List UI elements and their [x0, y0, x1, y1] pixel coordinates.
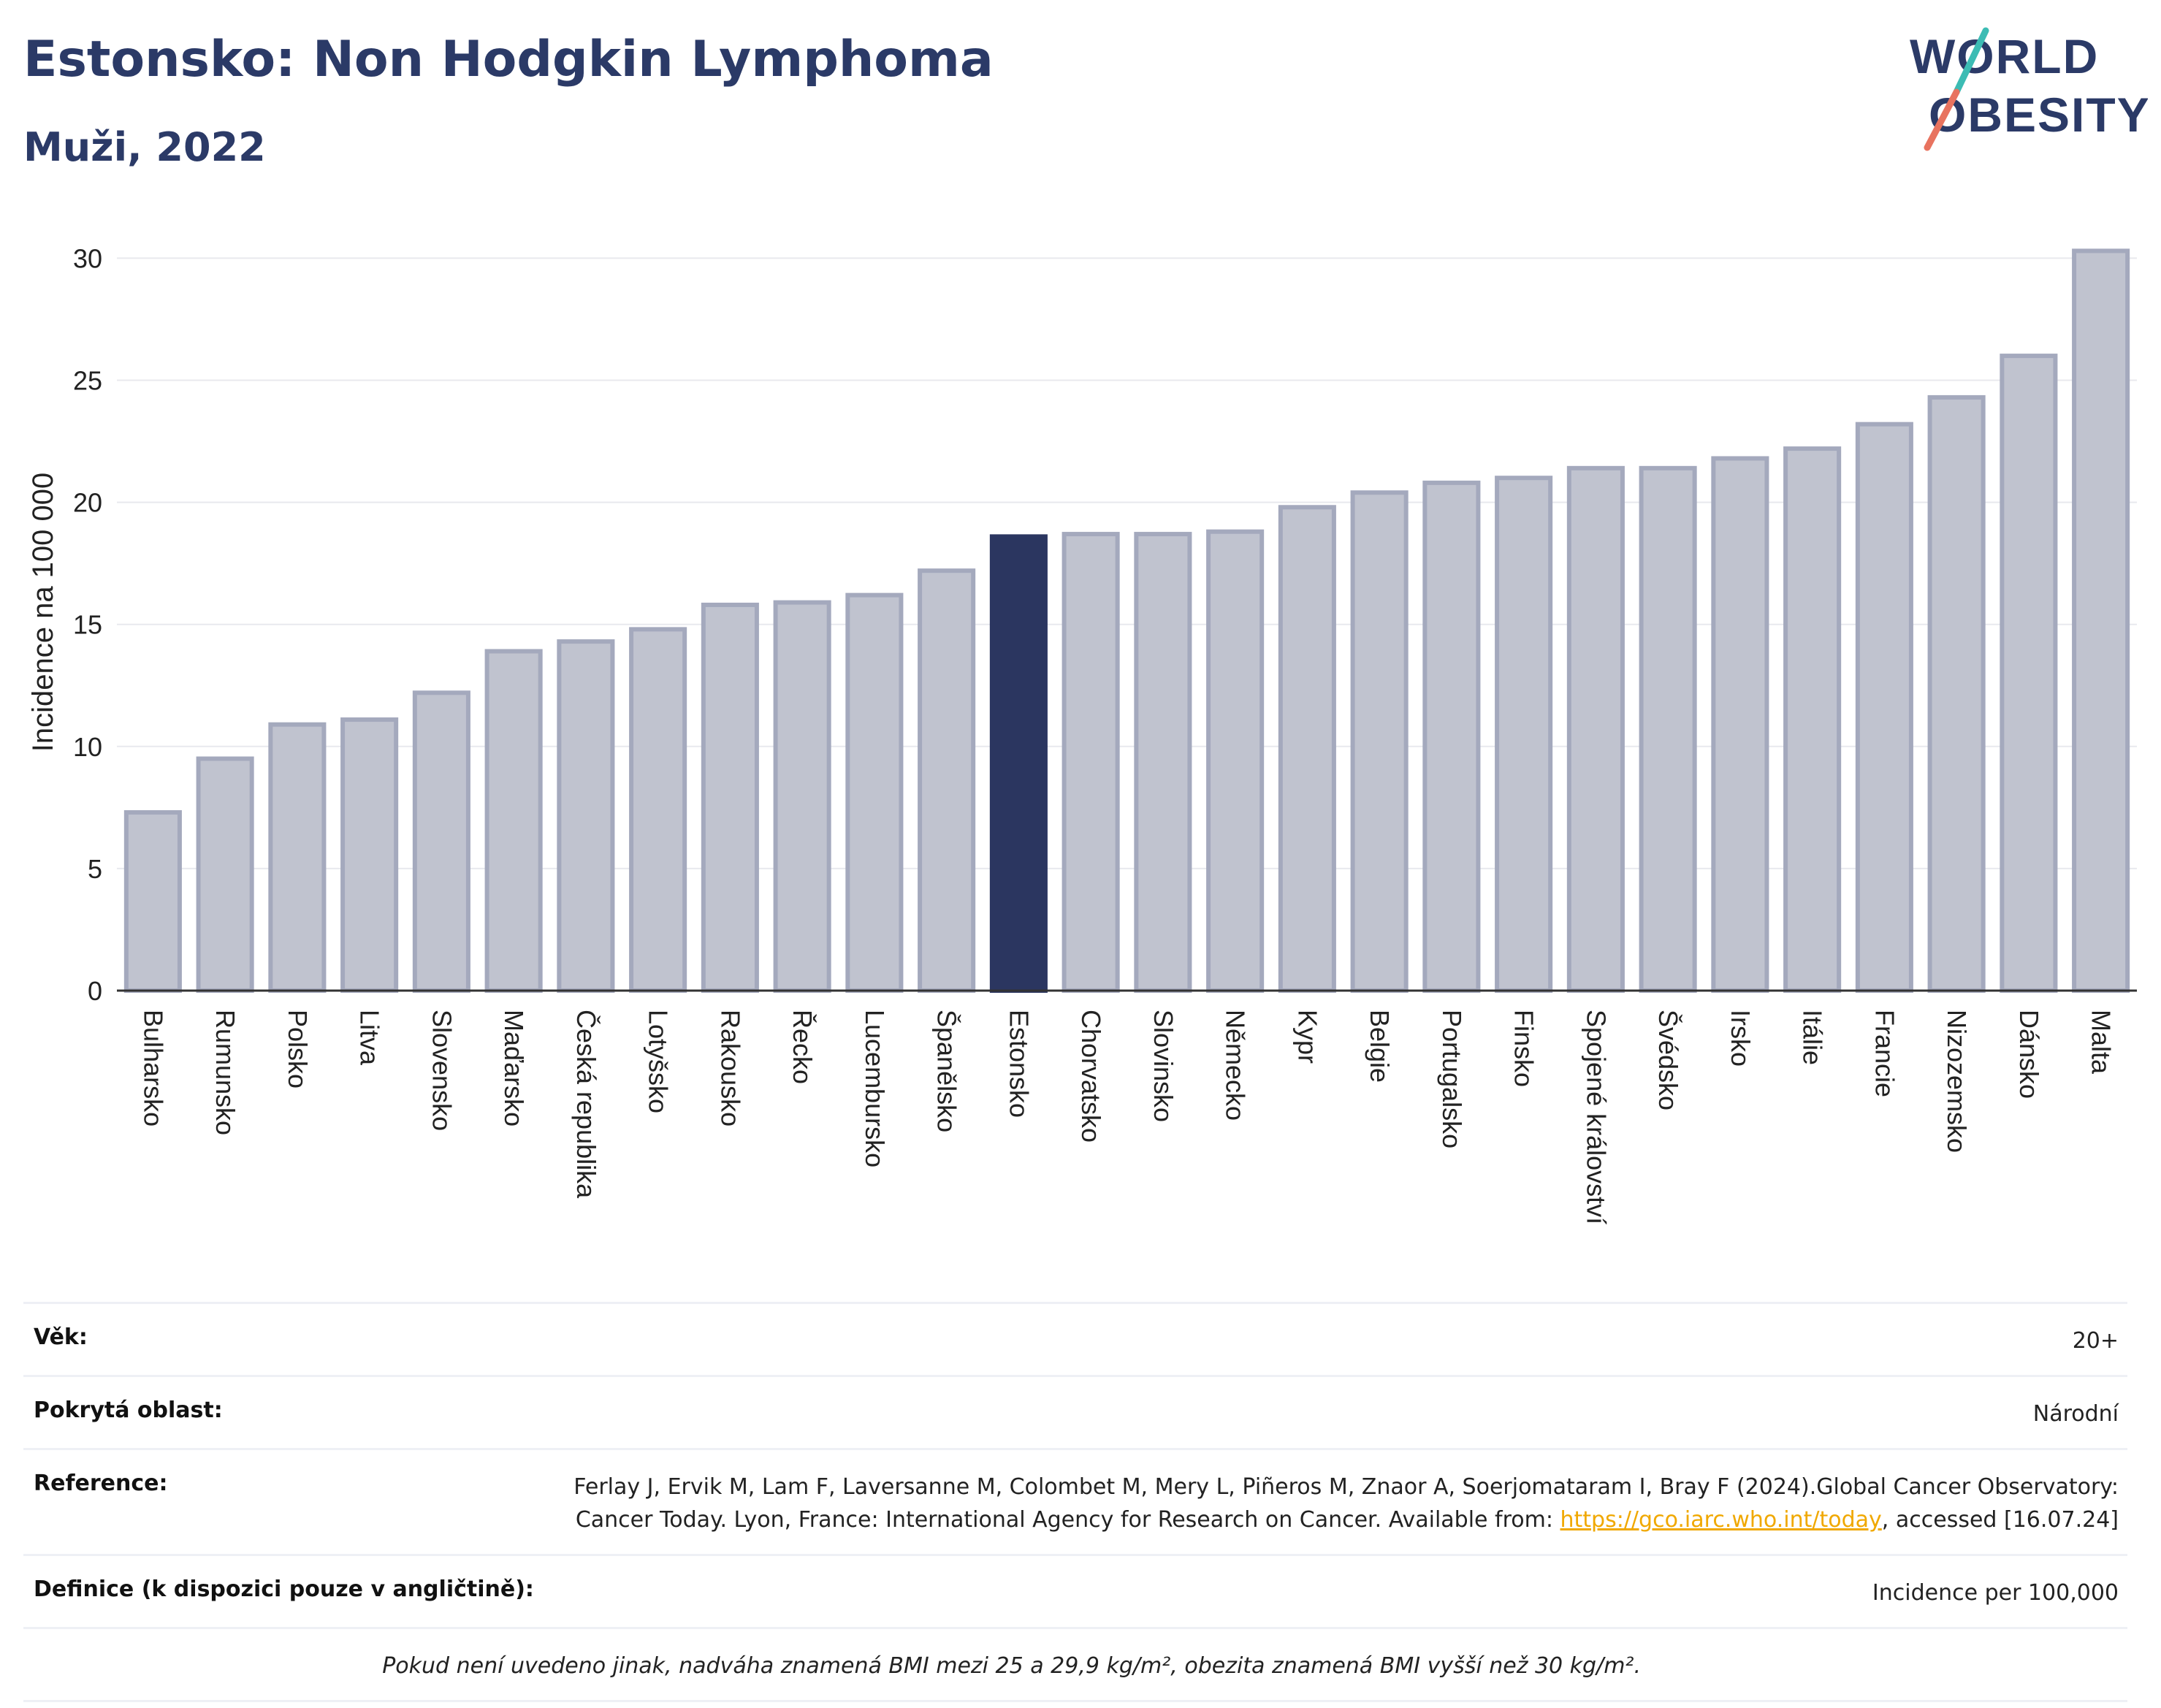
y-tick-label: 10 [73, 732, 102, 762]
bar [1783, 446, 1842, 993]
bar [557, 639, 615, 993]
bar [701, 602, 759, 993]
bar [1711, 456, 1769, 993]
x-tick-label: Belgie [1365, 1010, 1395, 1083]
bar [2072, 248, 2130, 993]
area-value: Národní [2032, 1401, 2119, 1427]
bar [484, 649, 543, 993]
reference-value: Ferlay J, Ervik M, Lam F, Laversanne M, … [511, 1471, 2119, 1536]
x-tick-label: Německo [1221, 1010, 1251, 1121]
x-tick-label: Chorvatsko [1076, 1010, 1106, 1143]
x-tick-label: Bulharsko [138, 1010, 168, 1126]
bar [340, 717, 399, 993]
x-tick-label: Lucembursko [860, 1010, 890, 1167]
x-tick-label: Spojené království [1581, 1010, 1611, 1224]
bar [412, 690, 470, 993]
x-tick-label: Kypr [1292, 1010, 1322, 1064]
bar [918, 568, 976, 994]
bar [1206, 529, 1265, 993]
x-tick-label: Nizozemsko [1942, 1010, 1972, 1153]
bar [1278, 505, 1336, 994]
reference-text: Ferlay J, Ervik M, Lam F, Laversanne M, … [573, 1474, 2119, 1533]
bar [196, 756, 254, 993]
bar [1350, 490, 1409, 993]
x-axis-labels: Bulharsko Rumunsko Polsko Litva Slovensko Maď… [138, 1010, 2116, 1224]
reference-accessed: , accessed [16.07.24] [1881, 1507, 2119, 1533]
y-tick-label: 15 [73, 610, 102, 640]
x-tick-label: Španělsko [932, 1010, 962, 1132]
bmi-note: Pokud není uvedeno jinak, nadváha znamen… [382, 1653, 1641, 1679]
x-tick-label: Dánsko [2014, 1010, 2044, 1099]
x-tick-label: Rakousko [715, 1010, 745, 1126]
definition-value: Incidence per 100,000 [1872, 1580, 2119, 1606]
y-axis-ticks: 0 5 10 15 20 25 30 [73, 243, 102, 1006]
bar [629, 627, 687, 993]
bar [1134, 532, 1192, 994]
bar [1422, 480, 1481, 993]
reference-label: Reference: [34, 1471, 168, 1496]
x-tick-label: Francie [1870, 1010, 1899, 1097]
x-tick-label: Irsko [1726, 1010, 1756, 1067]
x-tick-label: Maďarsko [499, 1010, 529, 1126]
x-tick-label: Řecko [788, 1010, 817, 1084]
reference-link[interactable]: https://gco.iarc.who.int/today [1560, 1507, 1882, 1533]
bar [1062, 532, 1120, 994]
area-label: Pokrytá oblast: [34, 1398, 223, 1423]
svg-text:OBESITY: OBESITY [1929, 88, 2148, 142]
x-tick-label: Estonsko [1004, 1010, 1034, 1118]
x-tick-label: Lotyšsko [644, 1010, 674, 1113]
age-value: 20+ [2072, 1328, 2119, 1354]
bar [845, 592, 904, 993]
info-row-age: Věk: 20+ [23, 1302, 2127, 1375]
info-row-area: Pokrytá oblast: Národní [23, 1375, 2127, 1448]
bar [1566, 465, 1625, 993]
page-subtitle: Muži, 2022 [23, 124, 266, 170]
x-tick-label: Švédsko [1653, 1010, 1683, 1110]
info-table: Věk: 20+ Pokrytá oblast: Národní Referen… [23, 1302, 2127, 1702]
y-tick-label: 0 [88, 976, 102, 1006]
info-row-definition: Definice (k dispozici pouze v angličtině… [23, 1554, 2127, 1627]
bars [123, 248, 2130, 994]
bar [268, 722, 327, 993]
x-tick-label: Litva [355, 1010, 385, 1066]
info-row-reference: Reference: Ferlay J, Ervik M, Lam F, Lav… [23, 1448, 2127, 1554]
bar [2000, 354, 2058, 993]
world-obesity-logo: WORLD OBESITY [1910, 27, 2148, 151]
y-tick-label: 30 [73, 243, 102, 273]
bar [1927, 394, 1986, 993]
x-tick-label: Portugalsko [1437, 1010, 1467, 1148]
svg-text:WORLD: WORLD [1910, 29, 2099, 83]
x-tick-label: Finsko [1509, 1010, 1539, 1087]
x-tick-label: Itálie [1798, 1010, 1828, 1065]
y-tick-label: 25 [73, 366, 102, 396]
x-tick-label: Rumunsko [210, 1010, 240, 1135]
bar-highlight [989, 534, 1048, 993]
age-label: Věk: [34, 1324, 88, 1350]
x-tick-label: Česká republika [571, 1010, 601, 1199]
bar [1495, 476, 1553, 993]
bar [773, 600, 831, 993]
bar [1855, 422, 1913, 993]
x-tick-label: Polsko [283, 1010, 313, 1089]
x-tick-label: Slovensko [427, 1010, 457, 1131]
y-tick-label: 20 [73, 488, 102, 518]
bar [123, 810, 182, 993]
y-tick-label: 5 [88, 854, 102, 884]
x-tick-label: Malta [2086, 1010, 2116, 1075]
y-axis-label: Incidence na 100 000 [27, 473, 59, 752]
definition-label: Definice (k dispozici pouze v angličtině… [34, 1577, 534, 1602]
info-row-note: Pokud není uvedeno jinak, nadváha znamen… [23, 1627, 2127, 1702]
x-tick-label: Slovinsko [1148, 1010, 1178, 1122]
bar-chart: 0 5 10 15 20 25 30 Bulharsko Rumunsko Polsko Litv… [27, 243, 2137, 1224]
page-title: Estonsko: Non Hodgkin Lymphoma [23, 31, 994, 88]
bar [1639, 465, 1697, 993]
